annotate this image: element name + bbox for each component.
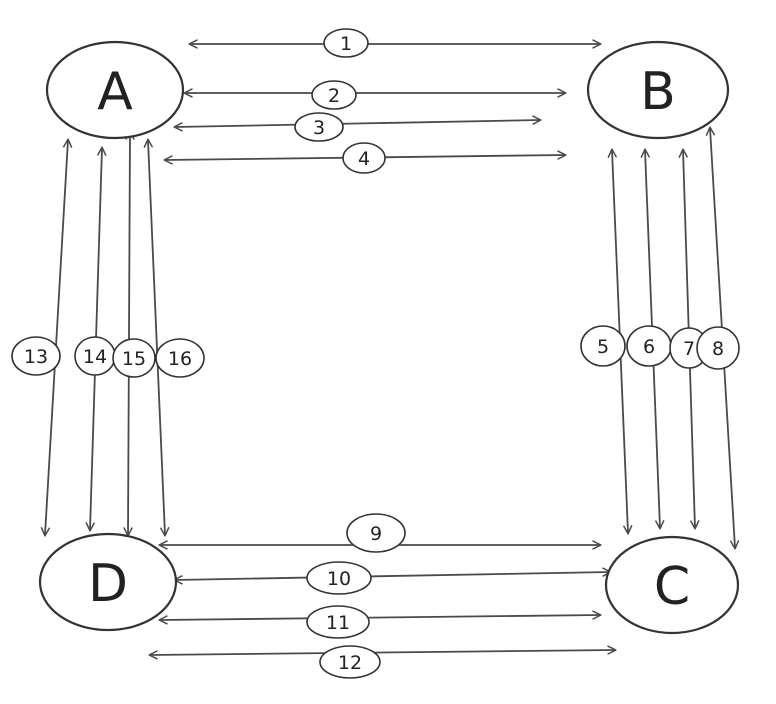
edge-label-12: 12 — [338, 652, 362, 674]
edge-line-12 — [150, 650, 615, 655]
edge-label-2: 2 — [328, 85, 340, 107]
edge-line-3 — [175, 120, 540, 127]
node-B: B — [586, 40, 730, 140]
edge-label-3: 3 — [313, 117, 325, 139]
node-shape-C — [604, 535, 740, 635]
edge-15: 15 — [112, 132, 156, 535]
edge-label-16: 16 — [168, 348, 192, 370]
edge-tag-2 — [311, 80, 357, 110]
edge-11: 11 — [160, 605, 600, 639]
node-label-C: C — [654, 557, 690, 617]
edge-tag-4 — [342, 142, 386, 174]
edge-10: 10 — [175, 561, 610, 595]
edge-6: 6 — [626, 150, 672, 528]
edge-tag-8 — [696, 326, 740, 370]
edge-tag-3 — [294, 112, 344, 142]
edge-5: 5 — [580, 150, 628, 533]
edge-8: 8 — [696, 128, 740, 548]
edge-14: 14 — [74, 148, 116, 530]
edge-label-7: 7 — [683, 338, 695, 360]
edge-tag-12 — [319, 645, 381, 679]
edge-label-4: 4 — [358, 148, 370, 170]
edge-line-10 — [175, 572, 610, 580]
edge-2: 2 — [185, 80, 565, 110]
edge-line-11 — [160, 615, 600, 620]
edge-label-11: 11 — [326, 612, 350, 634]
node-D: D — [38, 532, 178, 632]
edge-tag-5 — [580, 325, 626, 367]
edge-4: 4 — [165, 142, 565, 174]
edge-tag-13 — [11, 336, 61, 376]
edge-label-10: 10 — [327, 568, 351, 590]
edge-tag-11 — [306, 605, 370, 639]
node-shape-A — [45, 40, 185, 140]
edge-label-13: 13 — [24, 346, 48, 368]
edge-line-16 — [148, 140, 165, 535]
edge-12: 12 — [150, 645, 615, 679]
edge-13: 13 — [11, 140, 68, 535]
edge-label-9: 9 — [370, 523, 382, 545]
edge-1: 1 — [190, 28, 600, 58]
nodes-layer: A B C D — [38, 40, 740, 635]
edge-9: 9 — [160, 513, 600, 553]
edge-label-1: 1 — [340, 33, 352, 55]
edge-tag-9 — [346, 513, 406, 553]
edge-label-6: 6 — [643, 336, 655, 358]
node-shape-D — [38, 532, 178, 632]
edge-label-14: 14 — [83, 346, 107, 368]
edge-line-15 — [128, 132, 130, 535]
node-label-A: A — [97, 62, 133, 122]
node-A: A — [45, 40, 185, 140]
edge-line-13 — [45, 140, 68, 535]
edge-label-5: 5 — [597, 336, 609, 358]
node-label-D: D — [88, 554, 128, 614]
edge-16: 16 — [148, 140, 205, 535]
edge-label-15: 15 — [122, 348, 146, 370]
edge-tag-16 — [155, 338, 205, 378]
node-C: C — [604, 535, 740, 635]
edge-7: 7 — [669, 150, 709, 528]
node-shape-B — [586, 40, 730, 140]
edge-tag-10 — [306, 561, 372, 595]
edge-3: 3 — [175, 112, 540, 142]
edge-label-8: 8 — [712, 338, 724, 360]
edge-tag-1 — [323, 28, 369, 58]
node-label-B: B — [640, 62, 676, 122]
